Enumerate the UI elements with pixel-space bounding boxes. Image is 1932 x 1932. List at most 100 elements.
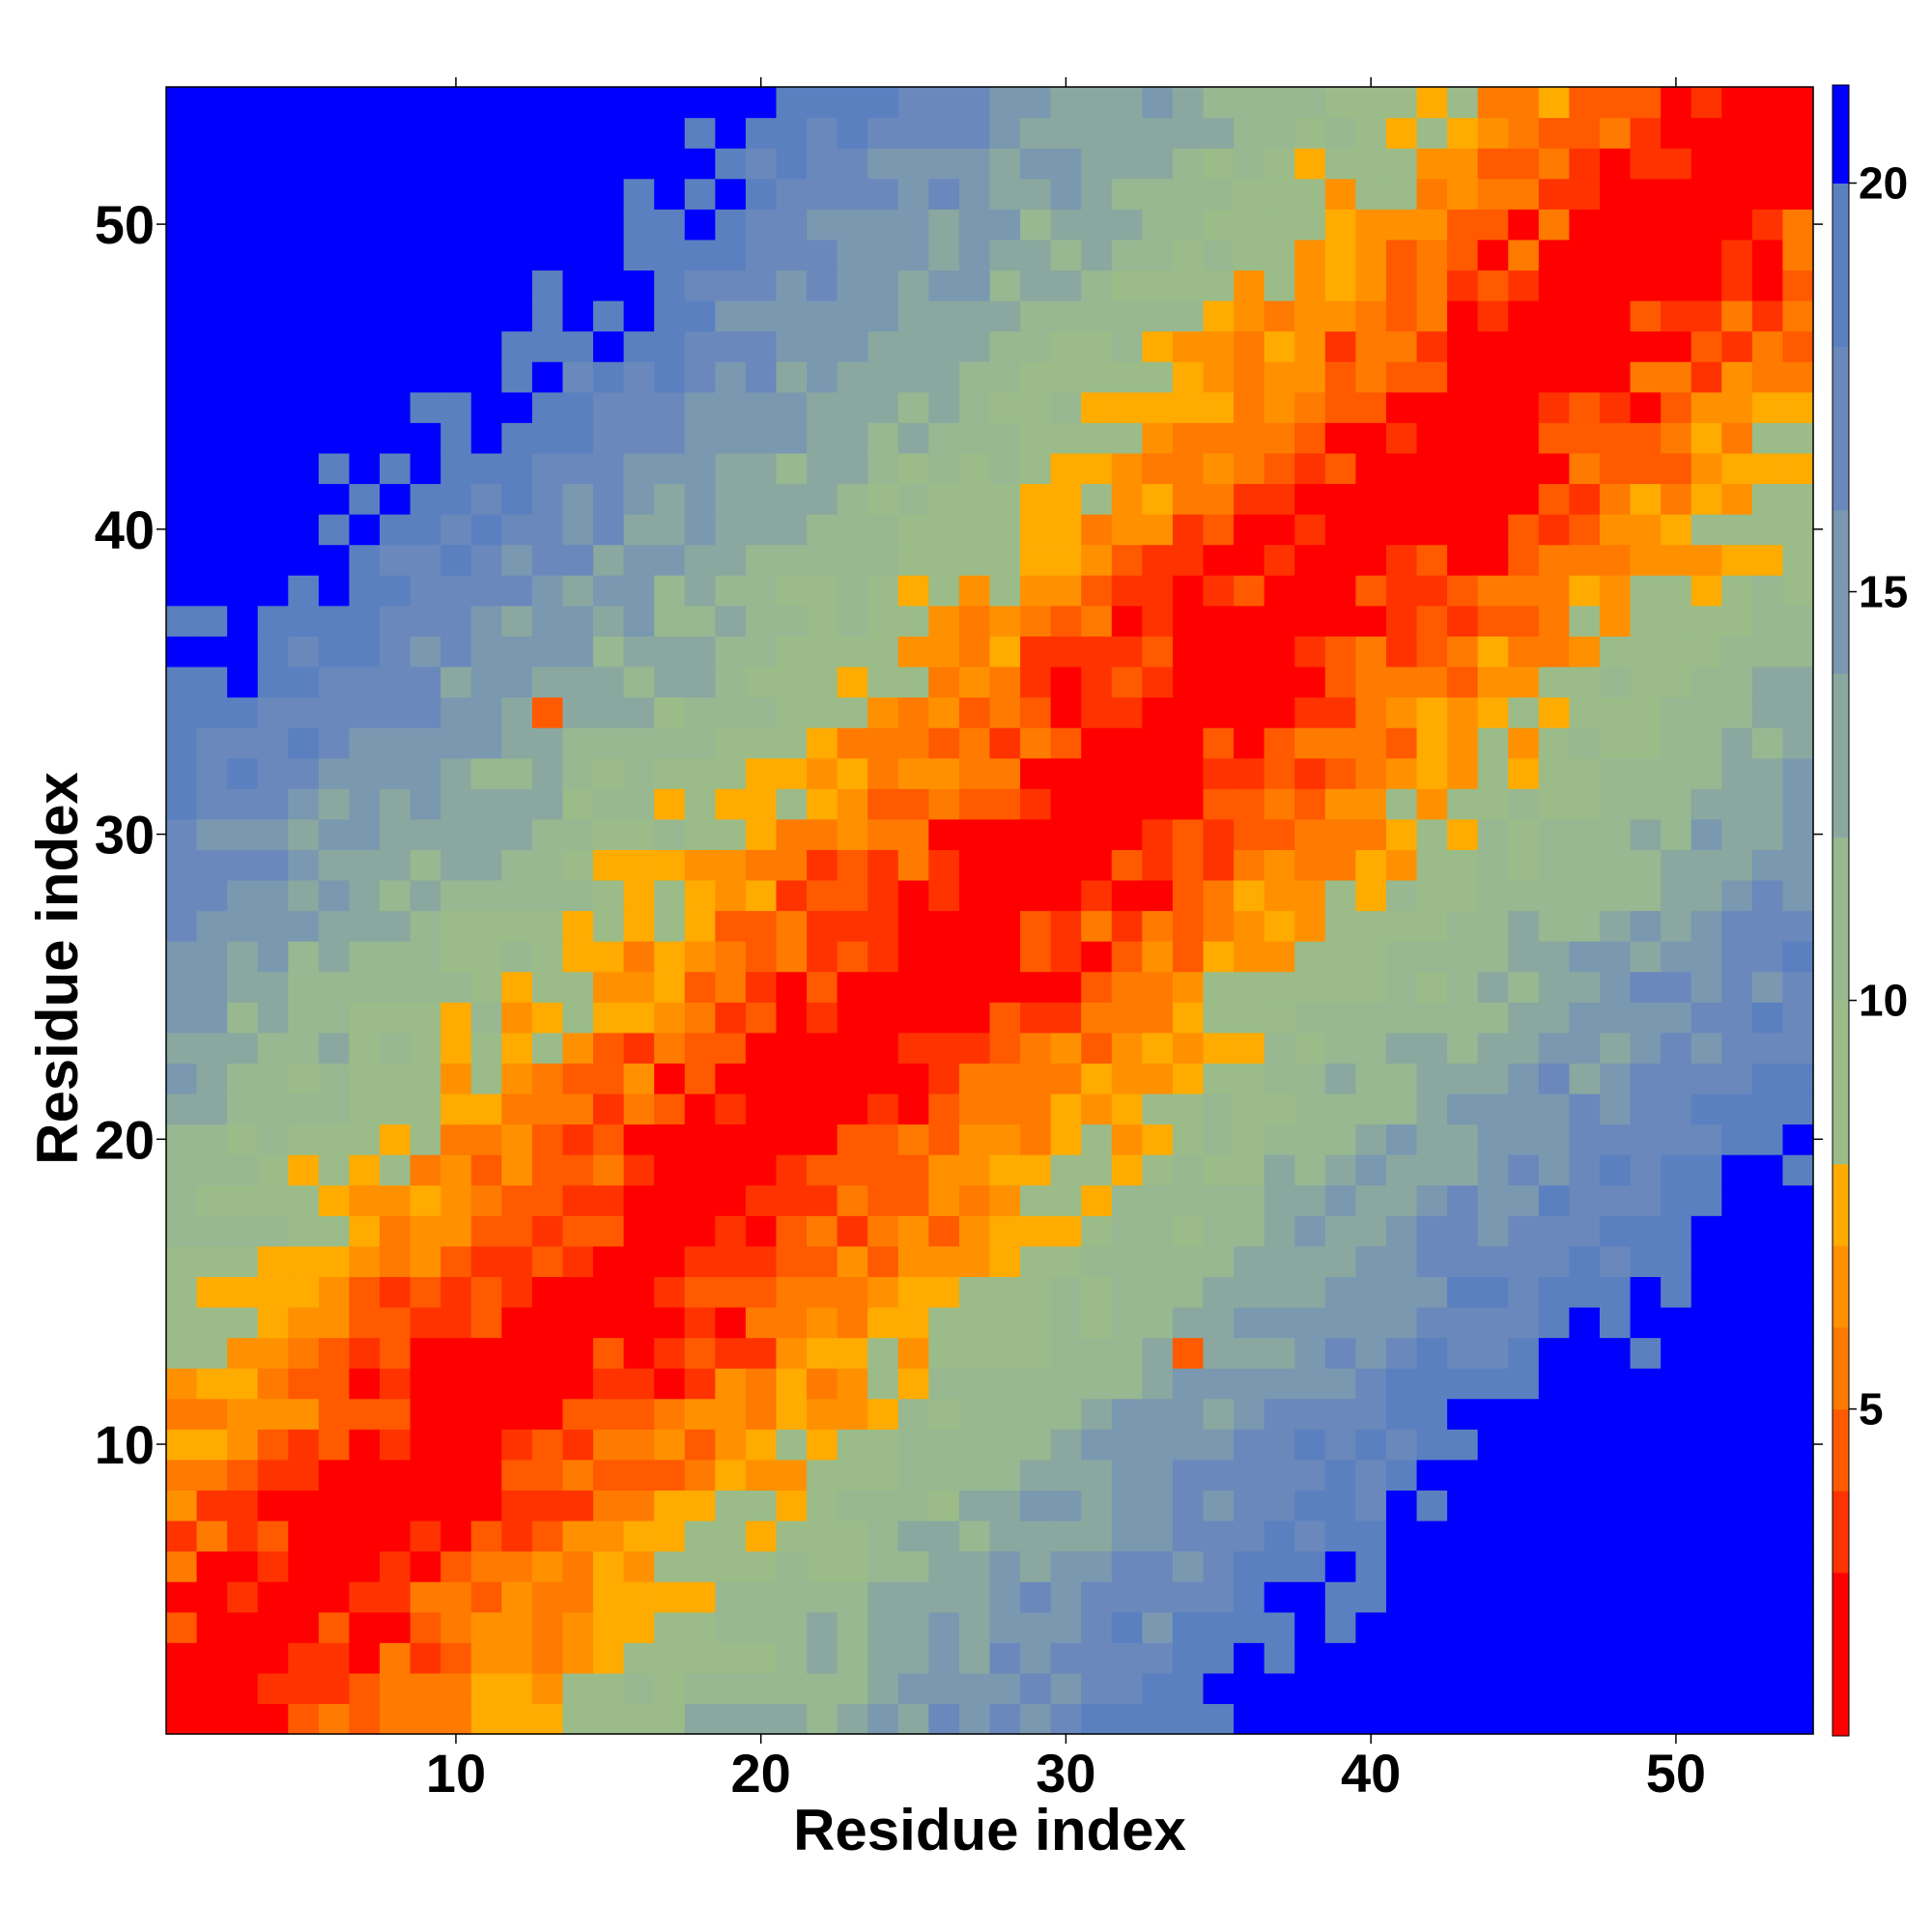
heatmap-cell [928, 1520, 960, 1552]
heatmap-cell [1020, 941, 1052, 973]
heatmap-cell [318, 696, 351, 728]
heatmap-cell [1721, 270, 1753, 301]
heatmap-cell [989, 1306, 1021, 1339]
heatmap-cell [1569, 666, 1601, 698]
heatmap-cell [1020, 1306, 1052, 1339]
heatmap-cell [1690, 452, 1722, 485]
heatmap-cell [1538, 209, 1570, 241]
heatmap-cell [867, 1306, 899, 1339]
heatmap-cell [196, 148, 228, 180]
heatmap-cell [1569, 1642, 1601, 1674]
heatmap-cell [897, 1215, 929, 1247]
heatmap-cell [1477, 483, 1509, 515]
heatmap-cell [1050, 87, 1082, 119]
heatmap-cell [807, 117, 838, 149]
heatmap-cell [1721, 696, 1753, 728]
heatmap-cell [1385, 696, 1418, 728]
heatmap-cell [807, 1306, 838, 1339]
heatmap-cell [1751, 971, 1784, 1003]
heatmap-cell [1264, 544, 1295, 576]
heatmap-cell [531, 1550, 564, 1582]
heatmap-cell [989, 544, 1021, 576]
heatmap-cell [1599, 605, 1632, 637]
heatmap-cell [1264, 971, 1295, 1003]
heatmap-cell [440, 788, 472, 820]
heatmap-cell [989, 148, 1021, 180]
heatmap-cell [531, 1123, 564, 1155]
heatmap-cell [1630, 575, 1662, 607]
heatmap-cell [166, 1398, 198, 1430]
heatmap-cell [897, 1398, 929, 1430]
heatmap-cell [623, 422, 655, 454]
heatmap-cell [715, 330, 747, 362]
heatmap-cell [1050, 1184, 1082, 1216]
heatmap-cell [196, 575, 228, 607]
heatmap-cell [1385, 666, 1418, 698]
heatmap-cell [1203, 696, 1235, 728]
heatmap-cell [1385, 636, 1418, 668]
heatmap-cell [1661, 727, 1692, 759]
heatmap-cell [989, 605, 1021, 637]
heatmap-cell [1264, 1093, 1295, 1125]
heatmap-cell [1172, 1368, 1205, 1400]
heatmap-cell [1690, 1002, 1722, 1034]
heatmap-cell [1782, 239, 1814, 271]
heatmap-cell [531, 87, 564, 119]
heatmap-cell [166, 514, 198, 546]
heatmap-cell [531, 1002, 564, 1034]
heatmap-cell [166, 1154, 198, 1186]
heatmap-cell [1385, 1550, 1418, 1582]
heatmap-cell [1081, 270, 1113, 301]
heatmap-cell [410, 636, 441, 668]
heatmap-cell [1081, 1337, 1113, 1369]
heatmap-cell [1599, 1063, 1632, 1094]
heatmap-cell [867, 757, 899, 789]
heatmap-cell [1569, 971, 1601, 1003]
heatmap-cell [166, 1245, 198, 1277]
heatmap-cell [288, 483, 320, 515]
heatmap-cell [196, 1581, 228, 1613]
heatmap-cell [867, 483, 899, 515]
heatmap-cell [897, 1490, 929, 1521]
heatmap-cell [1569, 1032, 1601, 1064]
heatmap-cell [593, 666, 625, 698]
heatmap-cell [1508, 361, 1540, 393]
heatmap-cell [1264, 1398, 1295, 1430]
heatmap-cell [501, 87, 533, 119]
heatmap-cell [380, 1581, 412, 1613]
heatmap-cell [227, 1306, 259, 1339]
heatmap-cell [1142, 1550, 1174, 1582]
heatmap-cell [1447, 818, 1479, 850]
heatmap-cell [1661, 941, 1692, 973]
heatmap-cell [715, 422, 747, 454]
heatmap-cell [684, 910, 716, 942]
heatmap-cell [288, 1672, 320, 1705]
heatmap-cell [654, 1398, 686, 1430]
heatmap-cell [897, 1581, 929, 1613]
heatmap-cell [1142, 1611, 1174, 1643]
heatmap-cell [318, 87, 351, 119]
heatmap-cell [1081, 636, 1113, 668]
heatmap-cell [349, 1459, 381, 1491]
heatmap-cell [867, 270, 899, 301]
heatmap-cell [196, 330, 228, 362]
heatmap-cell [928, 1002, 960, 1034]
heatmap-cell [684, 178, 716, 210]
heatmap-cell [1782, 849, 1814, 881]
heatmap-cell [440, 209, 472, 241]
heatmap-cell [1721, 544, 1753, 576]
heatmap-cell [1050, 696, 1082, 728]
heatmap-cell [166, 910, 198, 942]
heatmap-cell [1081, 361, 1113, 393]
heatmap-cell [501, 1703, 533, 1735]
heatmap-cell [867, 1002, 899, 1034]
heatmap-cell [1142, 1123, 1174, 1155]
heatmap-cell [807, 1368, 838, 1400]
heatmap-cell [897, 514, 929, 546]
heatmap-cell [531, 300, 564, 332]
heatmap-cell [1661, 361, 1692, 393]
heatmap-cell [1538, 1276, 1570, 1308]
heatmap-cell [1416, 1459, 1448, 1491]
heatmap-cell [623, 148, 655, 180]
heatmap-cell [1447, 575, 1479, 607]
